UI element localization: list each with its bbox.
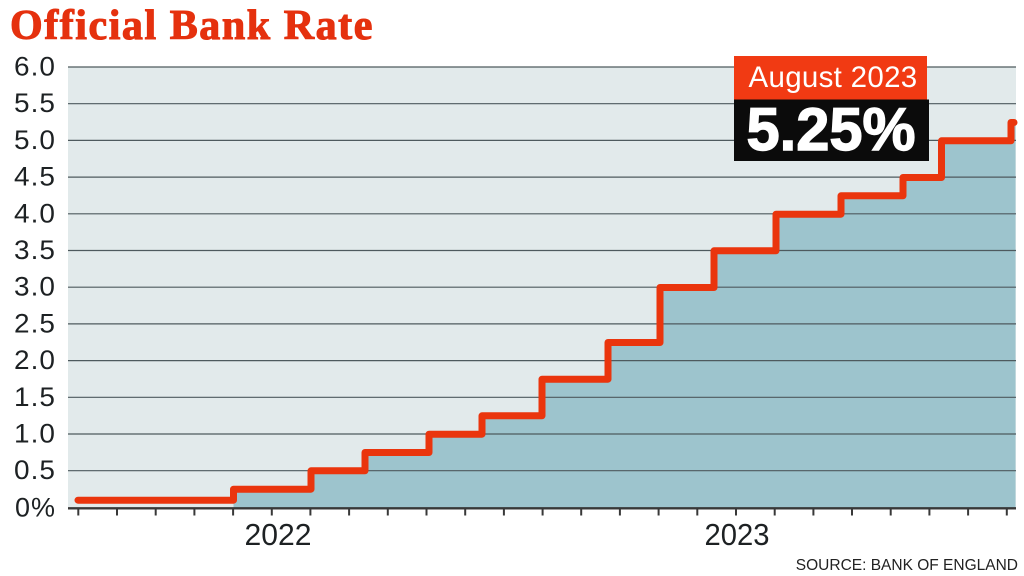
svg-text:2.0: 2.0 bbox=[14, 345, 56, 375]
svg-text:0.5: 0.5 bbox=[14, 455, 56, 485]
svg-text:1.5: 1.5 bbox=[14, 382, 56, 412]
svg-text:6.0: 6.0 bbox=[14, 52, 56, 82]
svg-text:2023: 2023 bbox=[705, 517, 770, 552]
svg-text:5.0: 5.0 bbox=[14, 125, 56, 155]
svg-text:0%: 0% bbox=[15, 493, 56, 523]
svg-text:1.0: 1.0 bbox=[14, 419, 56, 449]
svg-text:SOURCE: BANK OF ENGLAND: SOURCE: BANK OF ENGLAND bbox=[796, 557, 1018, 574]
svg-text:4.5: 4.5 bbox=[14, 162, 56, 192]
svg-text:2022: 2022 bbox=[245, 517, 312, 552]
svg-text:3.0: 3.0 bbox=[14, 272, 56, 302]
svg-text:4.0: 4.0 bbox=[14, 198, 56, 228]
svg-text:August 2023: August 2023 bbox=[749, 61, 918, 94]
svg-text:5.5: 5.5 bbox=[14, 88, 56, 118]
svg-text:5.25%: 5.25% bbox=[747, 96, 916, 163]
svg-text:3.5: 3.5 bbox=[14, 235, 56, 265]
svg-text:2.5: 2.5 bbox=[14, 308, 56, 338]
